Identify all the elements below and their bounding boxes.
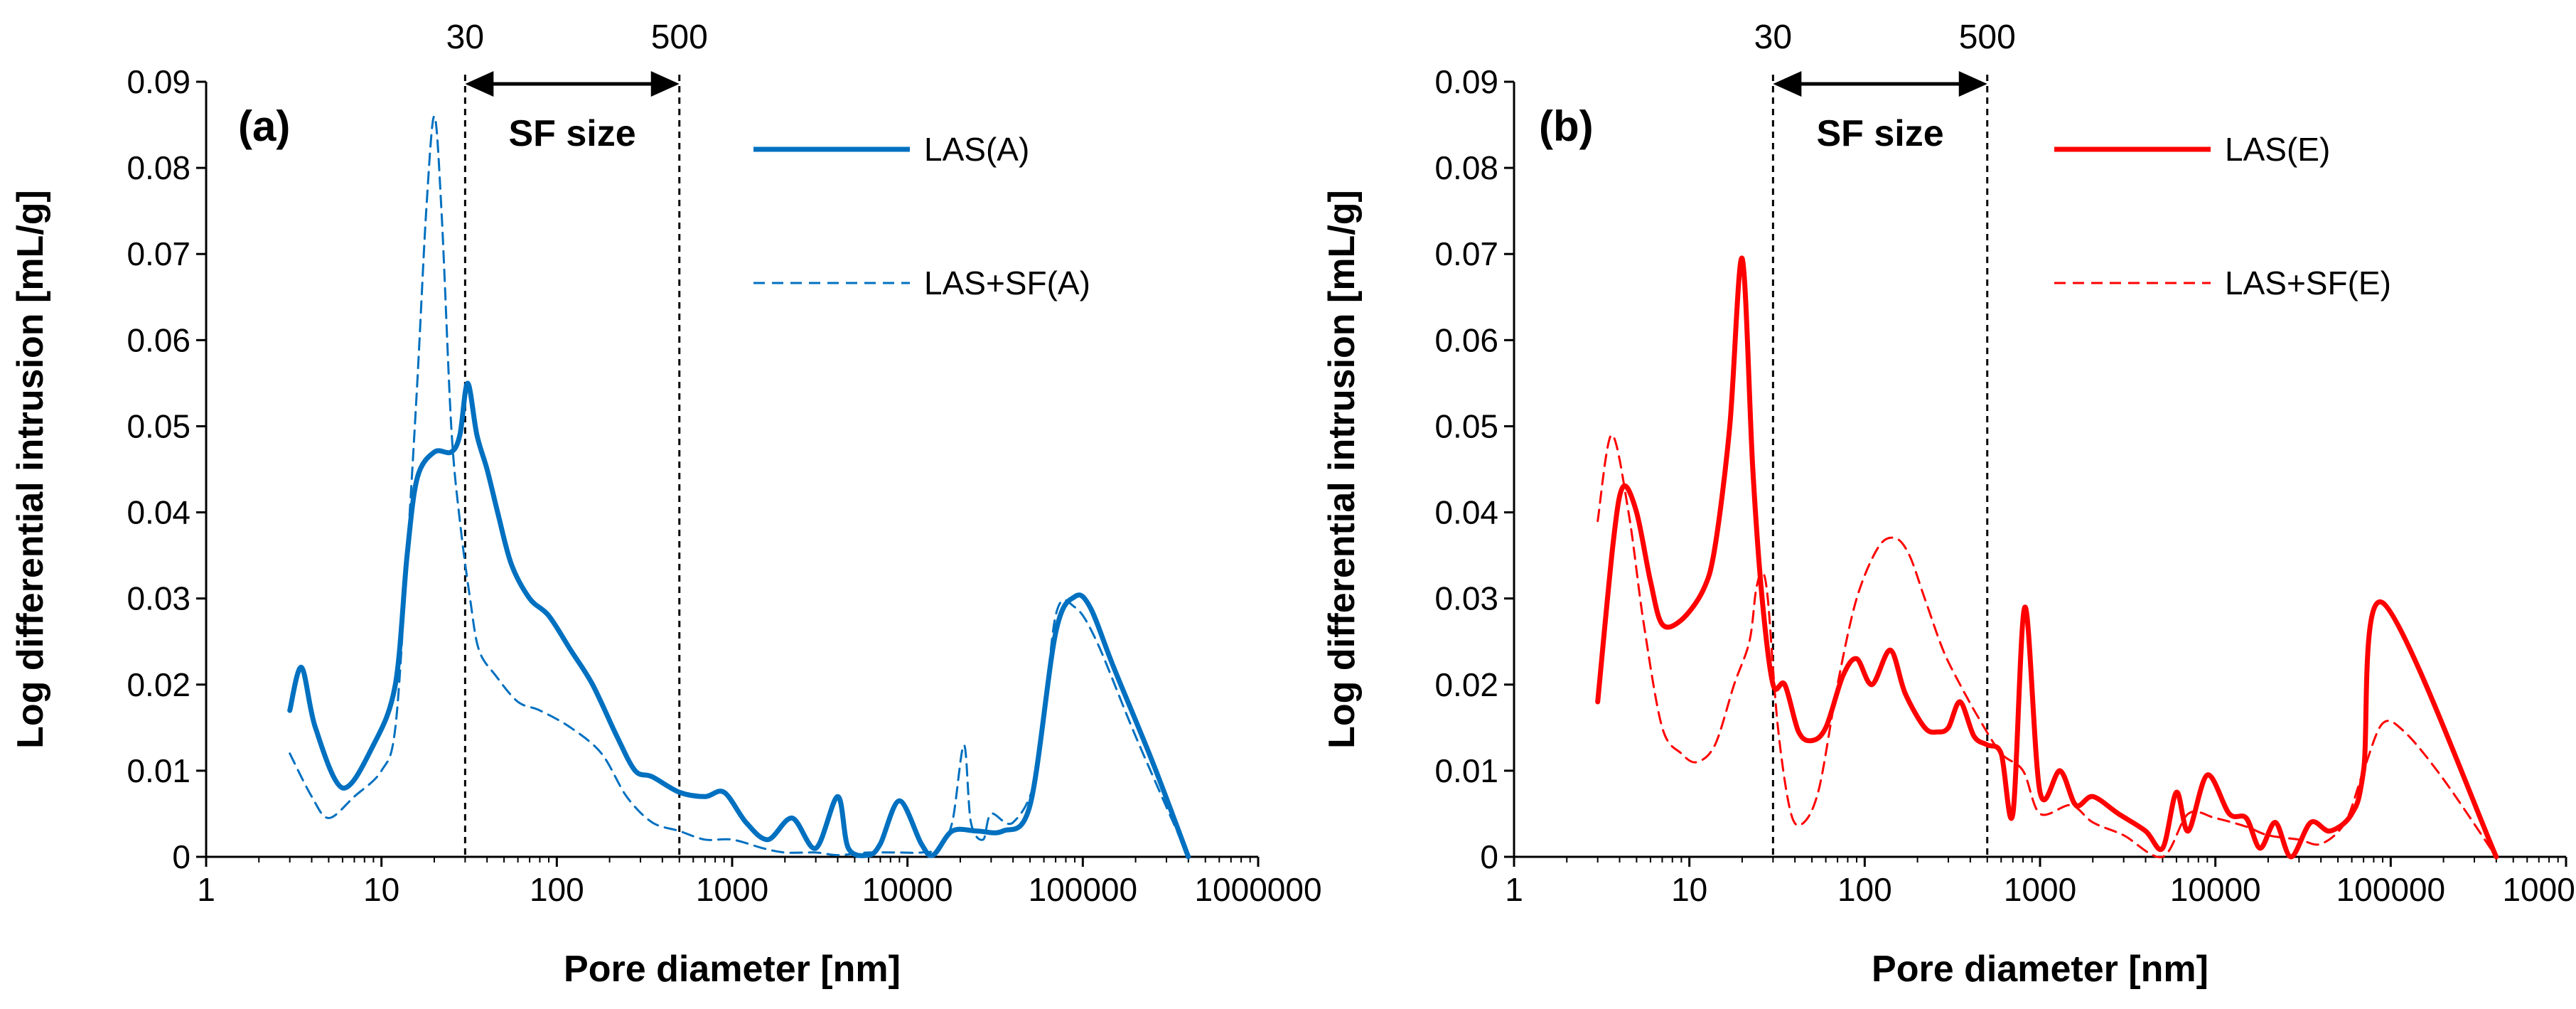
sf-lower-label: 30: [1754, 18, 1792, 56]
x-axis-label: Pore diameter [nm]: [564, 949, 901, 990]
x-tick-label: 1: [1505, 871, 1523, 908]
panel-label: (a): [238, 102, 290, 150]
legend-label: LAS(A): [924, 131, 1029, 168]
sf-lower-label: 30: [446, 18, 484, 56]
x-tick-label: 100: [530, 871, 584, 908]
panel-label: (b): [1539, 102, 1594, 150]
x-tick-label: 1000000: [2502, 871, 2576, 908]
legend-label: LAS(E): [2225, 131, 2330, 168]
y-tick-label: 0: [172, 838, 190, 875]
arrow-right-icon: [1958, 71, 1987, 97]
series-line-las-e: [1595, 255, 2499, 860]
sf-upper-label: 500: [651, 18, 708, 56]
x-tick-label: 10000: [2170, 871, 2261, 908]
y-tick-label: 0.09: [1434, 63, 1498, 100]
sf-size-label: SF size: [508, 113, 635, 154]
series-line-las-a: [287, 380, 1191, 860]
x-tick-label: 1000: [2004, 871, 2076, 908]
y-tick-label: 0.08: [127, 149, 190, 186]
x-tick-label: 1000000: [1194, 871, 1321, 908]
y-axis-label: Log differential intrusion [mL/g]: [1321, 190, 1363, 749]
x-tick-label: 1000: [696, 871, 768, 908]
x-axis-label: Pore diameter [nm]: [1872, 949, 2209, 990]
y-tick-label: 0.01: [1434, 752, 1498, 789]
x-tick-label: 1: [197, 871, 215, 908]
y-tick-label: 0.03: [127, 580, 190, 617]
sf-upper-label: 500: [1959, 18, 2016, 56]
y-tick-label: 0.02: [1434, 666, 1498, 703]
y-tick-label: 0.06: [1434, 321, 1498, 358]
y-tick-label: 0.04: [1434, 494, 1498, 531]
y-tick-label: 0.04: [127, 494, 190, 531]
x-tick-label: 100000: [2336, 871, 2446, 908]
x-tick-label: 10000: [862, 871, 953, 908]
legend-label: LAS+SF(E): [2225, 265, 2391, 301]
x-tick-label: 100000: [1029, 871, 1138, 908]
y-tick-label: 0.08: [1434, 149, 1498, 186]
x-tick-label: 10: [363, 871, 399, 908]
y-tick-label: 0.09: [127, 63, 190, 100]
sf-size-label: SF size: [1816, 113, 1943, 154]
chart-panel-a: 0 0.01 0.02 0.03 0.04 0.05 0.06 0.07 0.08 0.09 1 10…: [10, 18, 1322, 990]
y-tick-label: 0.07: [1434, 235, 1498, 272]
y-tick-label: 0.07: [127, 235, 190, 272]
legend-label: LAS+SF(A): [924, 265, 1090, 301]
y-tick-label: 0.01: [127, 752, 190, 789]
y-tick-label: 0.02: [127, 666, 190, 703]
y-tick-label: 0.06: [127, 321, 190, 358]
x-tick-label: 10: [1671, 871, 1707, 908]
y-tick-label: 0.05: [1434, 407, 1498, 444]
y-axis-label: Log differential intrusion [mL/g]: [10, 190, 51, 749]
y-tick-label: 0: [1480, 838, 1498, 875]
series-line-las-sf-e: [1596, 434, 2498, 858]
chart-panel-b: 0 0.01 0.02 0.03 0.04 0.05 0.06 0.07 0.08 0.09 1 10…: [1321, 18, 2576, 990]
y-tick-label: 0.05: [127, 407, 190, 444]
series-line-las-sf-a: [289, 114, 1190, 858]
arrow-right-icon: [650, 71, 680, 97]
y-tick-label: 0.03: [1434, 580, 1498, 617]
arrow-left-icon: [1773, 71, 1802, 97]
arrow-left-icon: [465, 71, 494, 97]
x-tick-label: 100: [1837, 871, 1892, 908]
